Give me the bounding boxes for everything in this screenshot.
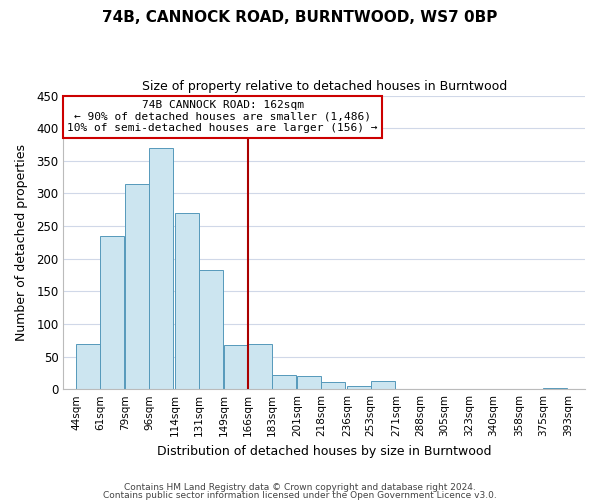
Bar bbox=[298, 376, 322, 389]
Text: Contains public sector information licensed under the Open Government Licence v3: Contains public sector information licen… bbox=[103, 490, 497, 500]
Bar bbox=[149, 148, 173, 389]
Bar bbox=[272, 375, 296, 389]
Bar bbox=[199, 270, 223, 389]
X-axis label: Distribution of detached houses by size in Burntwood: Distribution of detached houses by size … bbox=[157, 444, 491, 458]
Bar bbox=[371, 382, 395, 389]
Text: 74B, CANNOCK ROAD, BURNTWOOD, WS7 0BP: 74B, CANNOCK ROAD, BURNTWOOD, WS7 0BP bbox=[103, 10, 497, 25]
Bar bbox=[543, 388, 566, 389]
Bar bbox=[100, 236, 124, 389]
Title: Size of property relative to detached houses in Burntwood: Size of property relative to detached ho… bbox=[142, 80, 507, 93]
Bar bbox=[248, 344, 272, 389]
Text: 74B CANNOCK ROAD: 162sqm
← 90% of detached houses are smaller (1,486)
10% of sem: 74B CANNOCK ROAD: 162sqm ← 90% of detach… bbox=[67, 100, 378, 133]
Text: Contains HM Land Registry data © Crown copyright and database right 2024.: Contains HM Land Registry data © Crown c… bbox=[124, 484, 476, 492]
Bar bbox=[76, 344, 100, 389]
Bar bbox=[347, 386, 371, 389]
Bar bbox=[175, 213, 199, 389]
Bar bbox=[322, 382, 346, 389]
Bar bbox=[224, 345, 248, 389]
Y-axis label: Number of detached properties: Number of detached properties bbox=[15, 144, 28, 341]
Bar bbox=[125, 184, 149, 389]
